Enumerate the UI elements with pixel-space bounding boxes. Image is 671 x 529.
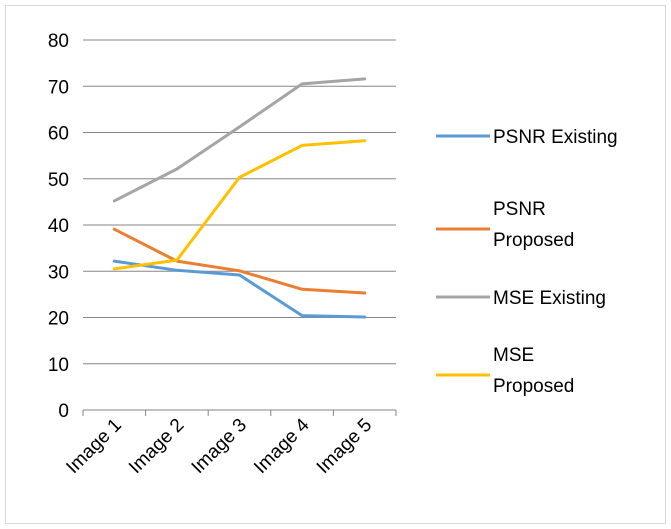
series-line (112, 259, 367, 319)
legend-label: PSNR Existing (493, 127, 618, 148)
x-tick-label: Image 2 (125, 415, 188, 478)
chart-frame (5, 5, 666, 524)
series-line (112, 77, 367, 203)
x-tick-label: Image 3 (188, 415, 251, 478)
y-tick-label: 30 (48, 262, 69, 283)
x-tick-label: Image 4 (250, 414, 314, 478)
series-line (112, 139, 367, 271)
y-tick-label: 50 (48, 170, 69, 191)
y-tick-label: 10 (48, 355, 69, 376)
y-tick-label: 40 (48, 216, 69, 237)
legend-label: MSE Existing (493, 288, 606, 309)
legend-label: PSNR Proposed (493, 199, 574, 251)
y-tick-label: 80 (48, 31, 69, 52)
series-line (112, 227, 367, 295)
x-tick-label: Image 1 (62, 415, 125, 478)
legend-label: MSE Proposed (493, 345, 574, 397)
x-tick-label: Image 5 (313, 415, 376, 478)
y-tick-label: 20 (48, 309, 69, 330)
legend: PSNR Existing PSNR Proposed MSE Existing MSE… (436, 127, 618, 397)
y-tick-label: 60 (48, 124, 69, 145)
series-lines (112, 77, 367, 319)
y-tick-label: 0 (58, 401, 69, 422)
y-tick-label: 70 (48, 77, 69, 98)
